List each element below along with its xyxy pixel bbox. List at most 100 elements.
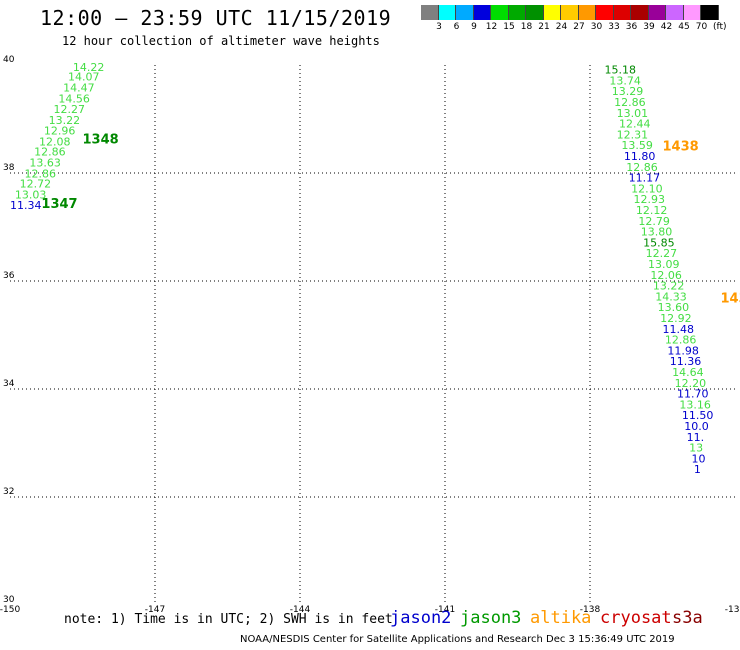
wave-height-label-east: 13.59 (621, 139, 653, 152)
legend-label: 30 (590, 22, 603, 32)
pass-time-label: 1347 (41, 197, 77, 212)
wave-height-label-east: 11.98 (667, 344, 699, 357)
legend-swatch (421, 5, 439, 20)
wave-height-label-east: 12.92 (660, 312, 692, 325)
wave-height-label-west: 11.34 (10, 199, 42, 212)
pass-time-label: 1438 (663, 139, 699, 154)
wave-height-label-west: 12.72 (20, 178, 51, 191)
wave-height-label-west: 14.47 (63, 81, 95, 94)
legend-label: 33 (608, 22, 620, 32)
wave-height-label-east: 11.70 (677, 388, 709, 401)
legend-label: 36 (625, 22, 638, 32)
wave-height-label-east: 13.60 (658, 301, 690, 314)
legend-label: 6 (453, 22, 460, 32)
lon-tick-label: -141 (435, 605, 455, 615)
wave-height-label-east: 11.50 (682, 409, 714, 422)
color-legend-bar (421, 5, 719, 20)
satellite-legend-cryosat: cryosat (600, 608, 672, 628)
wave-height-label-east: 13.01 (617, 107, 649, 120)
satellite-legend-altika: altika (530, 608, 592, 628)
legend-label: 15 (503, 22, 515, 32)
lon-tick-label: -144 (290, 605, 311, 615)
wave-height-label-east: 15.18 (605, 64, 637, 77)
wave-height-label-west: 13.22 (49, 114, 81, 127)
legend-swatch (613, 5, 631, 20)
wave-height-label-east: 13.22 (653, 280, 685, 293)
wave-height-label-west: 12.27 (54, 103, 86, 116)
wave-height-label-east: 13.80 (641, 226, 673, 239)
wave-height-label-west: 14.22 (73, 61, 105, 74)
legend-swatch (526, 5, 544, 20)
wave-height-label-east: 12.10 (631, 182, 663, 195)
wave-height-label-east: 12.06 (650, 269, 682, 282)
legend-label: 42 (660, 22, 673, 32)
legend-swatch (473, 5, 491, 20)
wave-height-label-east: 14.64 (672, 366, 704, 379)
wave-height-label-east: 12.79 (638, 215, 670, 228)
wave-height-label-west: 12.86 (34, 146, 66, 159)
wave-height-label-east: 13.16 (679, 398, 711, 411)
wave-height-label-west: 12.96 (44, 125, 75, 138)
wave-height-label-east: 13.74 (609, 74, 641, 87)
wave-height-label-west: 14.56 (58, 92, 89, 105)
wave-height-label-west: 13.63 (29, 157, 61, 170)
wave-height-label-west: 12.86 (25, 167, 57, 180)
legend-swatch (543, 5, 561, 20)
legend-label: 18 (520, 22, 533, 32)
wave-height-label-east: 1 (694, 463, 701, 476)
lat-tick-label: 32 (3, 487, 14, 497)
wave-height-label-east: 13.09 (648, 258, 680, 271)
lat-tick-label: 38 (3, 163, 15, 173)
legend-label: 39 (643, 22, 655, 32)
legend-swatch (561, 5, 579, 20)
wave-height-label-east: 12.86 (614, 96, 646, 109)
footer-credit: NOAA/NESDIS Center for Satellite Applica… (240, 634, 675, 645)
wave-height-label-east: 12.86 (626, 161, 658, 174)
satellite-legend-s3a: s3a (672, 608, 703, 628)
legend-swatch (701, 5, 719, 20)
legend-label: 24 (555, 22, 568, 32)
wave-height-label-east: 11.48 (663, 323, 695, 336)
legend-label: 12 (485, 22, 498, 32)
wave-height-label-east: 11.80 (624, 150, 656, 163)
lat-tick-label: 40 (3, 55, 15, 65)
satellite-legend-jason3: jason3 (460, 608, 522, 628)
wave-height-label-east: 15.85 (643, 236, 675, 249)
lon-tick-label: -150 (0, 605, 20, 615)
lat-tick-label: 34 (3, 379, 15, 389)
lon-tick-label: -147 (145, 605, 165, 615)
lon-tick-label: -135 (725, 605, 740, 615)
legend-swatch (631, 5, 649, 20)
wave-height-label-east: 14.33 (655, 290, 687, 303)
legend-label: 70 (695, 22, 708, 32)
wave-height-label-west: 13.03 (15, 188, 47, 201)
wave-height-label-east: 12.93 (634, 193, 666, 206)
map-subtitle: 12 hour collection of altimeter wave hei… (62, 34, 380, 48)
wave-height-label-east: 11.17 (629, 172, 661, 185)
wave-height-label-west: 14.07 (68, 71, 100, 84)
lat-tick-label: 30 (3, 595, 15, 605)
legend-swatch (491, 5, 509, 20)
legend-swatch (508, 5, 526, 20)
legend-swatch (596, 5, 614, 20)
wave-height-label-east: 12.31 (617, 128, 649, 141)
pass-time-label: 143 (721, 292, 740, 307)
wave-height-label-east: 10 (692, 452, 706, 465)
legend-unit: (ft) (713, 22, 727, 32)
wave-height-label-east: 12.44 (619, 118, 651, 131)
wave-height-label-west: 12.08 (39, 135, 71, 148)
wave-height-label-east: 11. (687, 431, 705, 444)
legend-swatch (666, 5, 684, 20)
pass-time-label: 1348 (83, 132, 119, 147)
legend-label: 9 (471, 22, 477, 32)
footer-note: note: 1) Time is in UTC; 2) SWH is in fe… (64, 612, 393, 627)
legend-swatch (648, 5, 666, 20)
wave-height-label-east: 12.12 (636, 204, 668, 217)
wave-height-label-east: 10.0 (684, 420, 709, 433)
legend-label: 45 (678, 22, 690, 32)
legend-label: 21 (538, 22, 550, 32)
wave-height-label-east: 13 (689, 442, 703, 455)
wave-height-label-east: 12.20 (675, 377, 707, 390)
